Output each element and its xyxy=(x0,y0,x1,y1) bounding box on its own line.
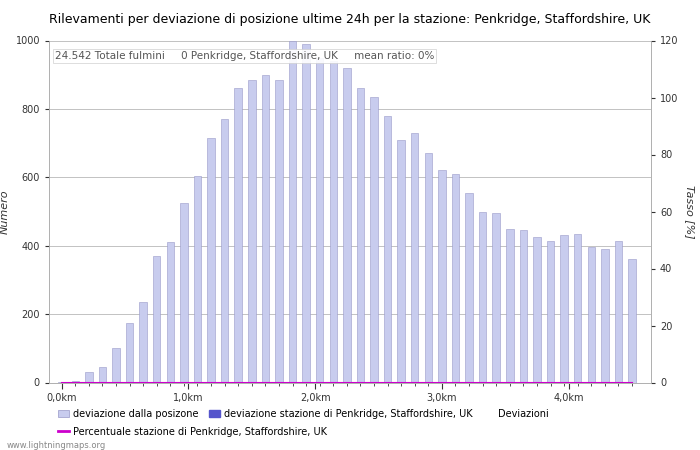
Y-axis label: Numero: Numero xyxy=(0,189,10,234)
Bar xyxy=(479,212,486,382)
Bar xyxy=(316,58,323,382)
Bar xyxy=(275,80,283,382)
Bar xyxy=(466,193,472,382)
Bar xyxy=(126,323,133,382)
Bar xyxy=(112,348,120,382)
Bar xyxy=(153,256,160,382)
Bar xyxy=(452,174,459,382)
Bar xyxy=(234,88,242,382)
Bar xyxy=(85,372,92,382)
Bar xyxy=(289,40,296,382)
Bar xyxy=(221,119,228,382)
Bar xyxy=(370,97,378,382)
Bar xyxy=(574,234,582,382)
Bar xyxy=(438,171,446,382)
Bar xyxy=(506,229,514,382)
Text: 24.542 Totale fulmini     0 Penkridge, Staffordshire, UK     mean ratio: 0%: 24.542 Totale fulmini 0 Penkridge, Staff… xyxy=(55,51,435,61)
Bar xyxy=(194,176,201,382)
Bar xyxy=(99,367,106,382)
Bar xyxy=(180,203,188,382)
Bar xyxy=(71,381,79,382)
Bar xyxy=(248,80,256,382)
Bar xyxy=(302,44,310,382)
Bar xyxy=(398,140,405,382)
Bar xyxy=(547,241,554,382)
Bar xyxy=(533,237,540,382)
Bar xyxy=(357,88,364,382)
Bar xyxy=(411,133,419,382)
Bar xyxy=(493,213,500,382)
Text: Rilevamenti per deviazione di posizione ultime 24h per la stazione: Penkridge, S: Rilevamenti per deviazione di posizione … xyxy=(49,14,651,27)
Legend: deviazione dalla posizone, deviazione stazione di Penkridge, Staffordshire, UK, : deviazione dalla posizone, deviazione st… xyxy=(54,405,552,423)
Bar xyxy=(629,259,636,382)
Bar xyxy=(601,249,608,382)
Y-axis label: Tasso [%]: Tasso [%] xyxy=(685,184,695,239)
Bar xyxy=(425,153,432,382)
Bar xyxy=(207,138,215,382)
Bar xyxy=(561,235,568,382)
Legend: Percentuale stazione di Penkridge, Staffordshire, UK: Percentuale stazione di Penkridge, Staff… xyxy=(54,423,331,441)
Text: www.lightningmaps.org: www.lightningmaps.org xyxy=(7,441,106,450)
Bar xyxy=(615,241,622,382)
Bar xyxy=(587,248,595,382)
Bar xyxy=(384,116,391,382)
Bar xyxy=(262,75,269,382)
Bar xyxy=(343,68,351,382)
Bar xyxy=(167,242,174,382)
Bar xyxy=(330,61,337,382)
Bar xyxy=(139,302,147,382)
Bar xyxy=(519,230,527,382)
